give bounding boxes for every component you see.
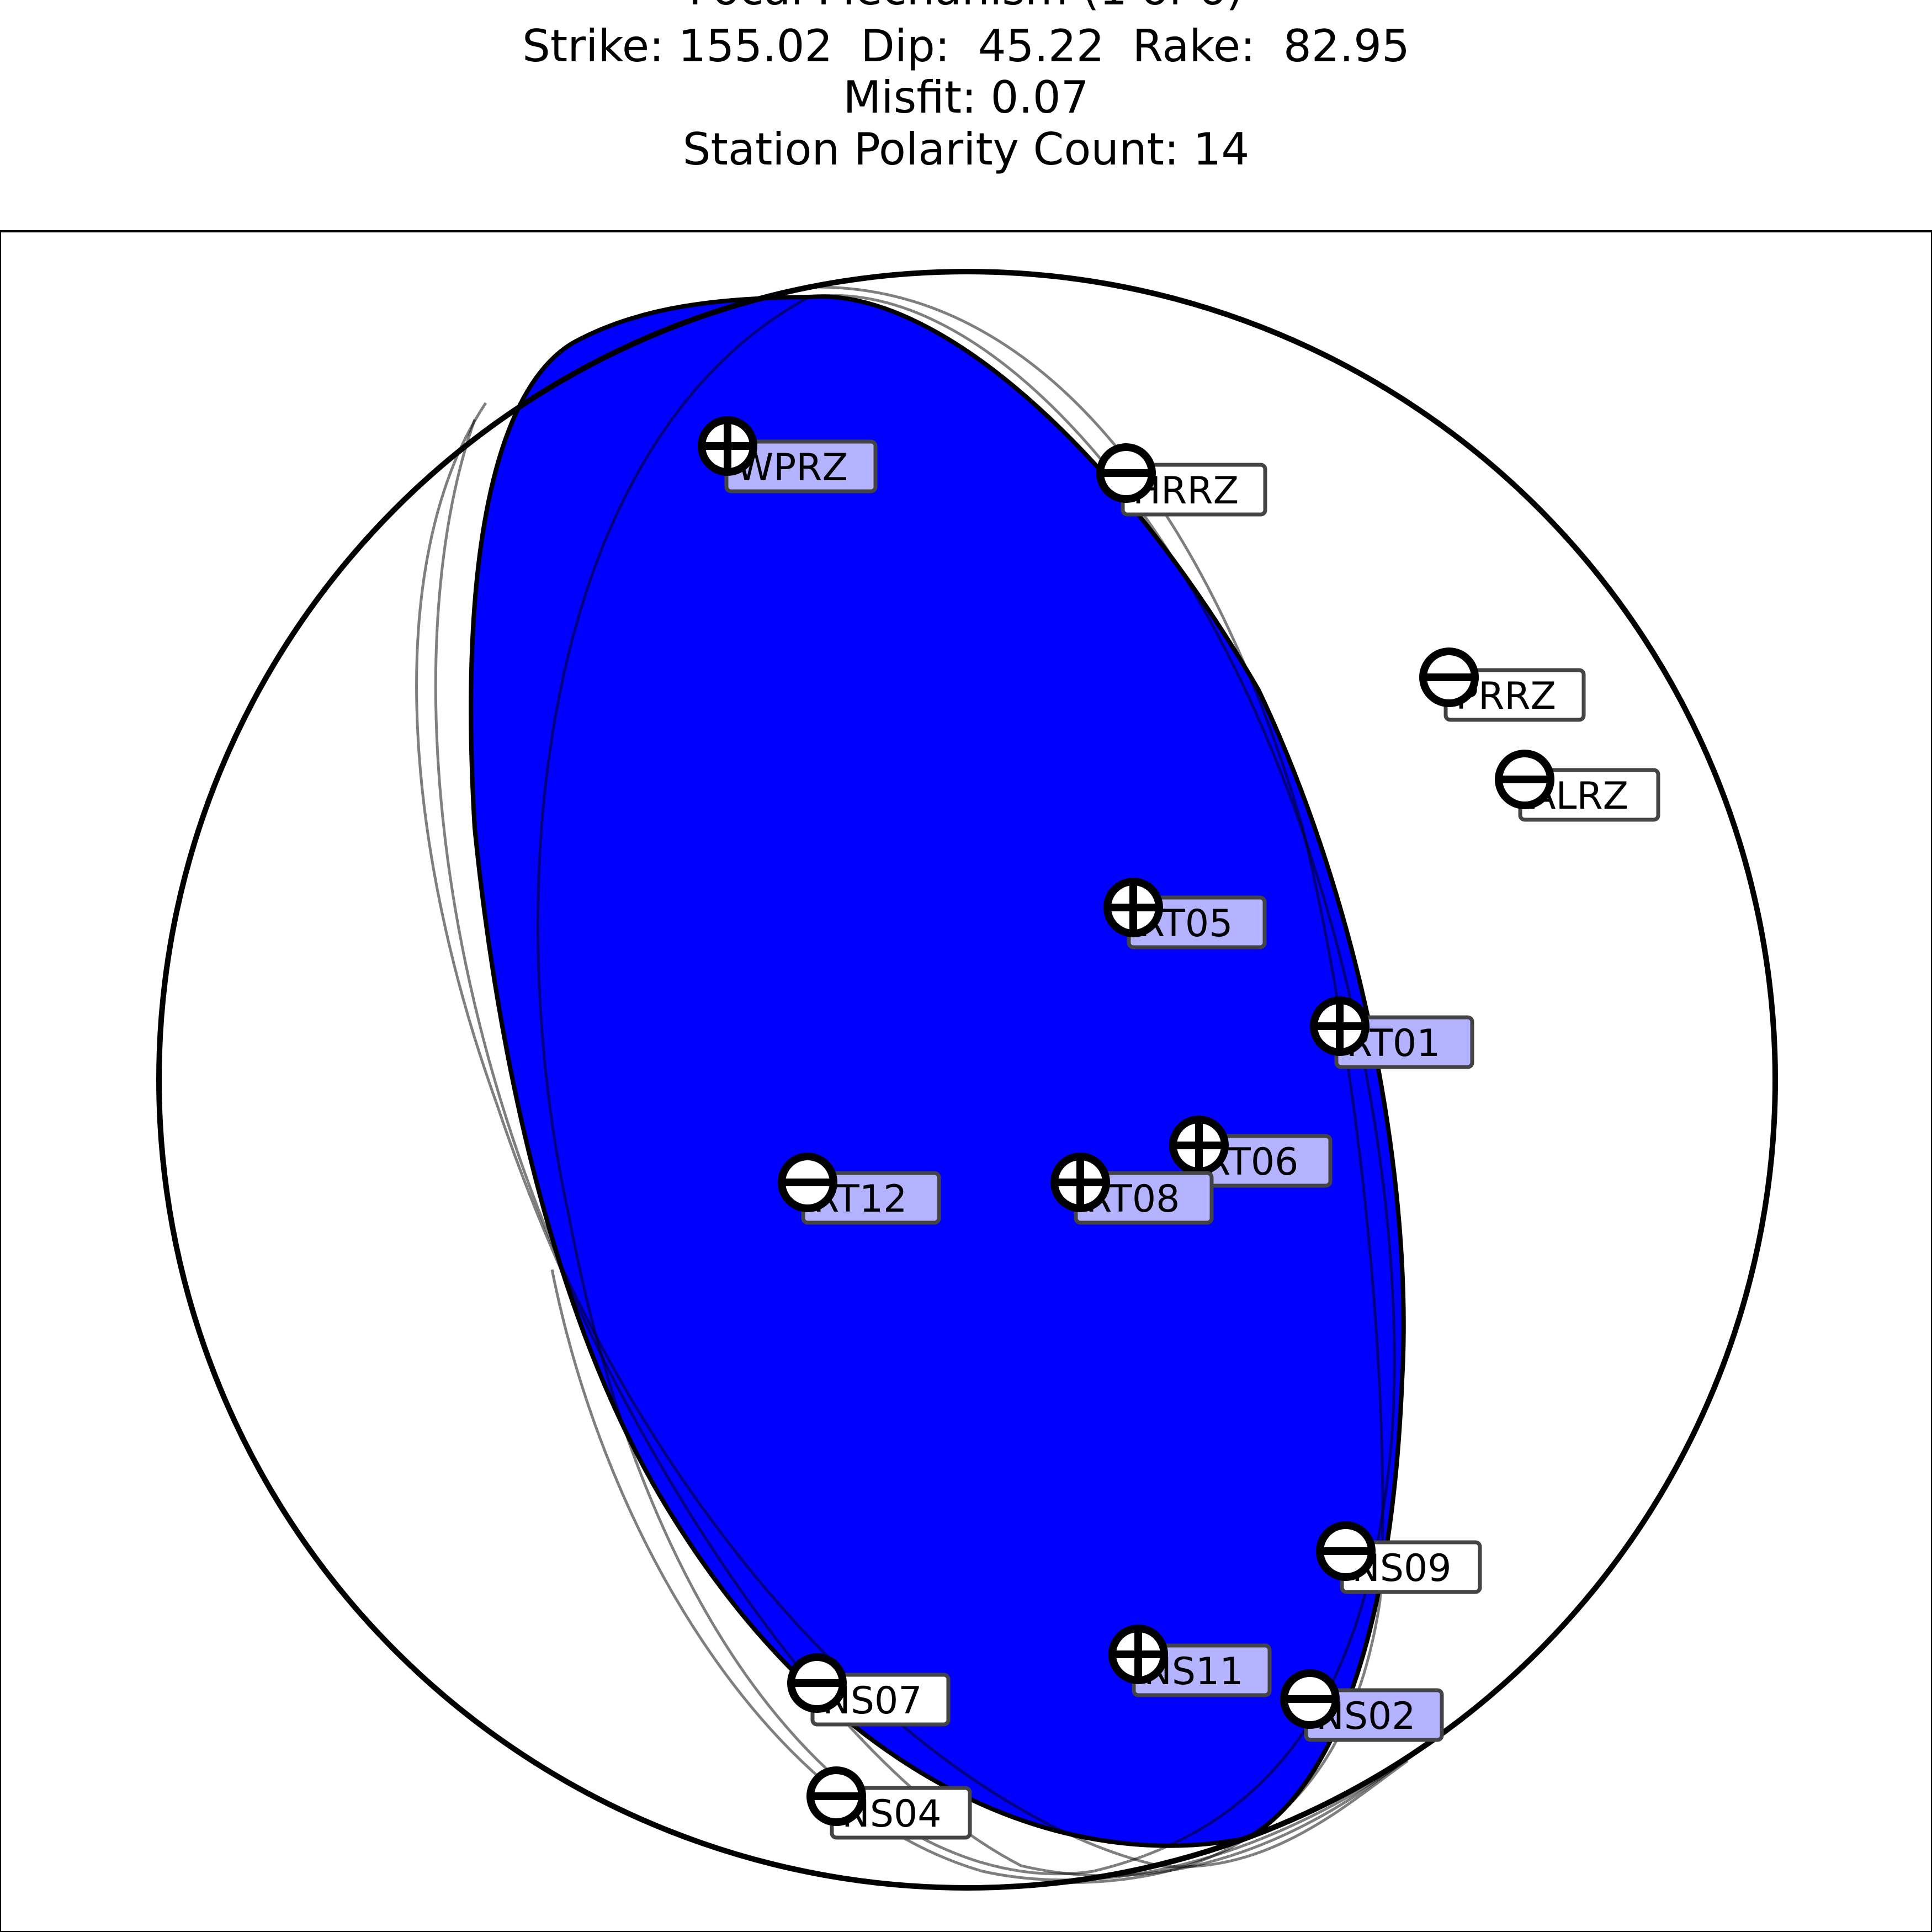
title-mechanism-index: Focal Mechanism (1 of 6) [0,0,1932,15]
alt-plane-1 [537,294,1396,1876]
station-wprz: WPRZ [698,416,878,493]
station-alrz: ALRZ [1495,750,1660,822]
primitive-circle [156,269,1778,1891]
station-markers: WPRZ HRRZ PRRZ ALRZ RT05 RT01 RT06 RT12 RT08 NS09… [698,416,1660,1840]
station-ns09: NS09 [1316,1521,1482,1594]
title-misfit: Misfit: 0.07 [843,72,1089,123]
title-polarity-count: Station Polarity Count: 14 [682,124,1250,175]
alt-plane-2 [816,285,1384,1885]
station-ns11: NS11 [1108,1625,1272,1697]
station-rt06: RT06 [1169,1116,1333,1188]
alt-plane-4 [434,419,1409,1869]
station-ns02: NS02 [1280,1669,1444,1742]
axes-frame [0,230,1932,1932]
alternate-nodal-planes [415,285,1414,1885]
station-prrz: PRRZ [1419,647,1586,722]
station-rt12: RT12 [778,1153,941,1225]
title-strike-dip-rake: Strike: 155.02 Dip: 45.22 Rake: 82.95 [522,20,1410,72]
station-ns07: NS07 [787,1653,951,1727]
alt-plane-5 [550,1269,1414,1882]
station-hrrz: HRRZ [1096,443,1267,517]
beachball [156,269,1778,1891]
station-ns04: NS04 [806,1766,972,1840]
station-rt01: RT01 [1310,996,1474,1069]
compression-region [469,294,1406,1848]
station-rt08: RT08 [1050,1153,1214,1225]
station-rt05: RT05 [1103,878,1267,949]
